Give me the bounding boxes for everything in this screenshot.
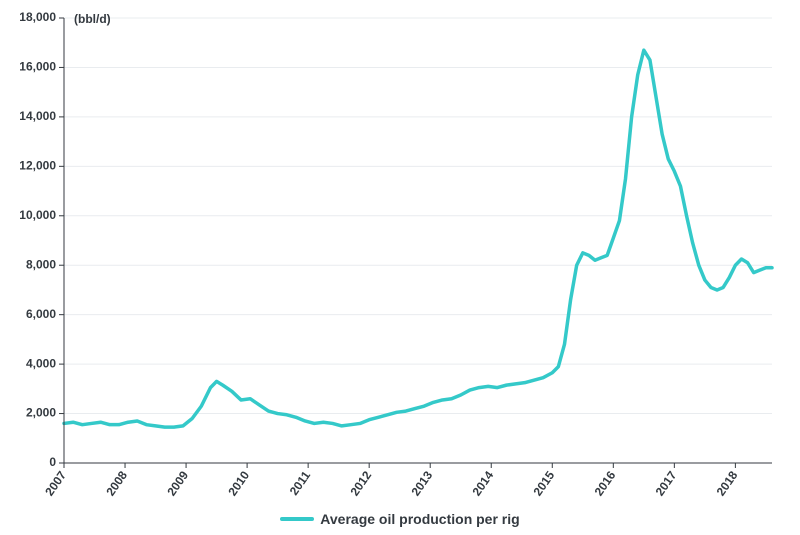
legend-label: Average oil production per rig	[320, 511, 519, 527]
y-tick-label: 12,000	[19, 159, 56, 173]
y-tick-label: 2,000	[26, 406, 56, 420]
chart-container: 0 2,000 4,000 6,000 8,000 10,000 12,000 14,000 1…	[0, 0, 800, 535]
y-tick-label: 10,000	[19, 208, 56, 222]
y-tick-label: 8,000	[26, 257, 56, 271]
legend: Average oil production per rig	[0, 511, 800, 527]
y-tick-label: 16,000	[19, 60, 56, 74]
y-tick-label: 0	[49, 455, 56, 469]
line-chart: 0 2,000 4,000 6,000 8,000 10,000 12,000 14,000 1…	[0, 0, 800, 535]
y-tick-label: 6,000	[26, 307, 56, 321]
y-tick-label: 4,000	[26, 356, 56, 370]
legend-swatch	[280, 517, 314, 521]
y-tick-label: 14,000	[19, 109, 56, 123]
y-tick-label: 18,000	[19, 10, 56, 24]
y-axis-unit-label: (bbl/d)	[74, 12, 111, 26]
